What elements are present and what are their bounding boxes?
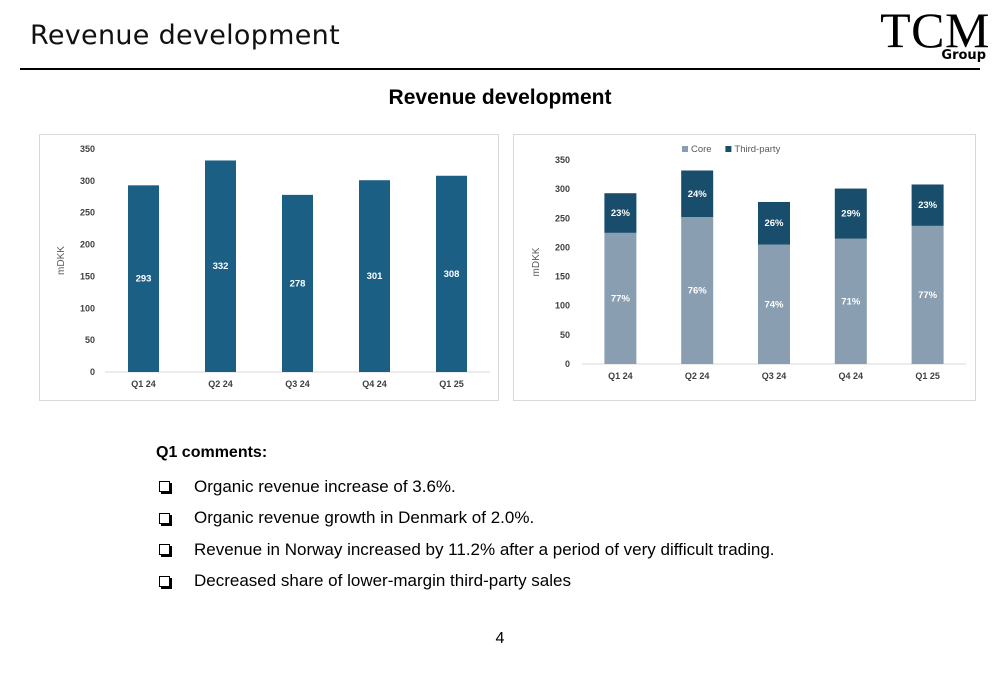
header-divider (20, 68, 980, 70)
segment-data-label: 23% (918, 200, 938, 211)
y-tick-label: 100 (555, 301, 570, 311)
y-tick-label: 200 (80, 240, 95, 250)
x-tick-label: Q4 24 (362, 379, 387, 389)
revenue-bar (128, 185, 159, 372)
y-tick-label: 300 (555, 184, 570, 194)
bar-data-label: 293 (136, 274, 152, 285)
page-title: Revenue development (30, 20, 340, 51)
segment-data-label: 24% (688, 189, 708, 200)
third-party-bar-segment (681, 170, 714, 218)
comment-text: Organic revenue increase of 3.6%. (194, 476, 456, 496)
segment-data-label: 26% (764, 218, 784, 229)
revenue-bar (282, 194, 313, 372)
x-tick-label: Q2 24 (685, 371, 710, 381)
core-bar-segment (681, 217, 714, 364)
x-tick-label: Q4 24 (839, 371, 864, 381)
x-tick-label: Q3 24 (762, 371, 787, 381)
y-tick-label: 150 (80, 271, 95, 281)
third-party-bar-segment (911, 184, 944, 226)
legend-core-swatch (682, 146, 688, 152)
x-tick-label: Q1 25 (439, 379, 464, 389)
comment-item: Revenue in Norway increased by 11.2% aft… (156, 534, 775, 566)
y-tick-label: 350 (555, 155, 570, 165)
revenue-bar (359, 180, 390, 372)
third-party-bar-segment (604, 193, 637, 233)
x-tick-label: Q1 24 (608, 371, 633, 381)
y-tick-label: 200 (555, 242, 570, 252)
y-tick-label: 0 (565, 359, 570, 369)
y-axis-title: mDKK (531, 247, 542, 276)
company-logo: TCM Group (858, 2, 990, 68)
checkbox-bullet-icon (159, 544, 170, 556)
y-axis-title: mDKK (56, 246, 67, 275)
segment-data-label: 77% (918, 290, 938, 301)
page-number: 4 (495, 630, 505, 647)
core-bar-segment (911, 225, 944, 364)
legend-third-party-label: Third-party (734, 144, 780, 155)
comments-title: Q1 comments: (156, 444, 268, 461)
comments-list: Organic revenue increase of 3.6%. Organi… (156, 471, 775, 597)
bar-data-label: 332 (213, 261, 229, 272)
checkbox-bullet-icon (159, 575, 170, 587)
core-bar-segment (758, 244, 790, 364)
checkbox-bullet-icon (159, 512, 170, 524)
comment-text: Organic revenue growth in Denmark of 2.0… (194, 508, 535, 528)
bar-data-label: 301 (367, 271, 384, 282)
bar-data-label: 308 (444, 269, 460, 280)
third-party-bar-segment (834, 188, 867, 239)
y-tick-label: 50 (560, 330, 570, 340)
x-tick-label: Q2 24 (208, 379, 233, 389)
y-tick-label: 250 (555, 213, 570, 223)
logo-main-text: TCM (880, 2, 990, 58)
chart-heading: Revenue development (388, 86, 612, 109)
revenue-split-chart-svg: 0 50 100 150 200 250 300 350 mDKK Q1 24 Q2 24 Q3 24… (531, 144, 966, 381)
y-tick-label: 0 (90, 367, 95, 377)
bar-data-label: 278 (290, 278, 306, 289)
revenue-bar-chart-svg: 0 50 100 150 200 250 300 350 mDKK Q1 24 Q2 24 Q3 24… (56, 144, 490, 389)
segment-data-label: 74% (764, 299, 784, 310)
revenue-bar (205, 160, 236, 372)
segment-data-label: 29% (841, 209, 861, 220)
legend-core-label: Core (691, 144, 712, 155)
y-tick-label: 150 (555, 272, 570, 282)
comment-text: Decreased share of lower-margin third-pa… (194, 571, 571, 591)
revenue-bar-chart: 0 50 100 150 200 250 300 350 mDKK Q1 24 Q2 24 Q3 24… (39, 134, 499, 401)
comment-item: Decreased share of lower-margin third-pa… (156, 566, 775, 598)
logo-sub-text: Group (941, 48, 986, 63)
comment-item: Organic revenue increase of 3.6%. (156, 471, 775, 503)
third-party-bar-segment (758, 201, 790, 245)
y-tick-label: 250 (80, 208, 95, 218)
segment-data-label: 77% (611, 293, 631, 304)
legend-third-party-swatch (725, 146, 732, 152)
y-tick-label: 300 (80, 176, 95, 186)
core-bar-segment (834, 238, 867, 364)
y-tick-label: 100 (80, 303, 95, 313)
comment-item: Organic revenue growth in Denmark of 2.0… (156, 503, 775, 535)
y-tick-label: 50 (85, 335, 95, 345)
revenue-bar (436, 175, 467, 372)
x-tick-label: Q1 24 (131, 379, 156, 389)
segment-data-label: 76% (688, 286, 708, 297)
segment-data-label: 23% (611, 208, 631, 219)
y-tick-label: 350 (80, 144, 95, 154)
comment-text: Revenue in Norway increased by 11.2% aft… (194, 539, 775, 559)
segment-data-label: 71% (841, 296, 861, 307)
checkbox-bullet-icon (159, 481, 170, 493)
core-bar-segment (604, 232, 637, 364)
revenue-split-stacked-chart: 0 50 100 150 200 250 300 350 mDKK Q1 24 Q2 24 Q3 24… (513, 134, 976, 401)
x-tick-label: Q3 24 (285, 379, 310, 389)
x-tick-label: Q1 25 (915, 371, 940, 381)
